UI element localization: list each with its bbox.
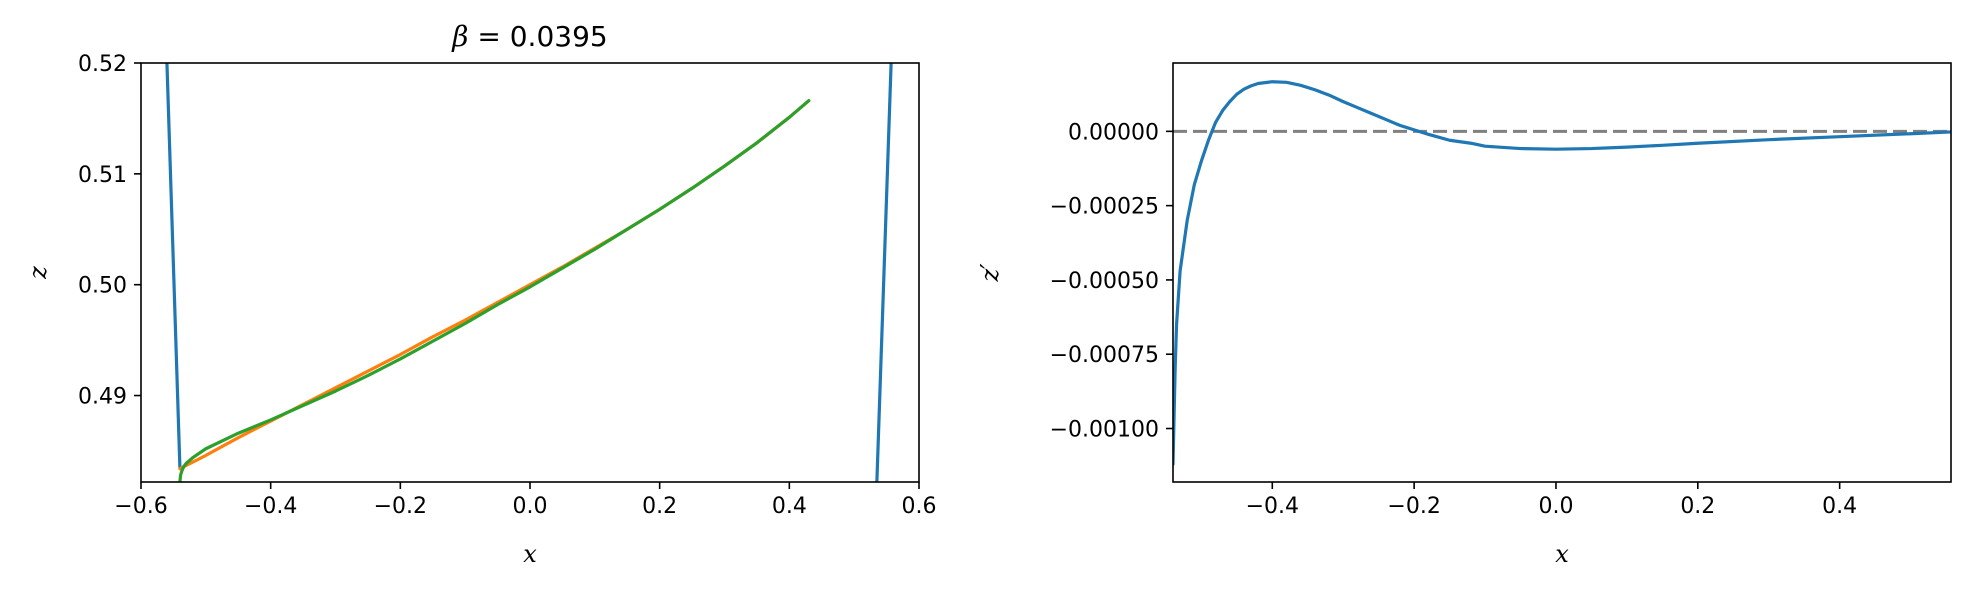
y-tick-label: 0.00000 bbox=[1068, 120, 1159, 145]
y-tick-label: −0.00025 bbox=[1050, 195, 1159, 220]
left-plot-panel: −0.6 −0.4 −0.2 0.0 0.2 0.4 0.6 0.49 0.50 0.51 0.52… bbox=[24, 20, 937, 568]
plot-area bbox=[165, 63, 893, 482]
title-value: = 0.0395 bbox=[468, 20, 607, 53]
y-tick-label: −0.00100 bbox=[1050, 418, 1159, 443]
axes-frame bbox=[1172, 62, 1952, 483]
series-0-line bbox=[1173, 80, 1951, 466]
right-plot-panel: −0.4 −0.2 0.0 0.2 0.4 0.00000 −0.00025 −0.00050… bbox=[976, 62, 1952, 568]
series-2-line bbox=[178, 99, 811, 482]
x-tick-label: 0.6 bbox=[902, 494, 937, 519]
y-tick-label: −0.00050 bbox=[1050, 269, 1159, 294]
x-axis-label: x bbox=[1555, 540, 1569, 568]
x-tick-label: −0.2 bbox=[1387, 494, 1440, 519]
y-axis-label: z′ bbox=[976, 263, 1004, 283]
axes-frame bbox=[140, 62, 920, 483]
y-tick-label: 0.51 bbox=[78, 163, 127, 188]
plot-area bbox=[1173, 80, 1951, 466]
y-tick-label: 0.49 bbox=[78, 385, 127, 410]
x-tick-label: 0.2 bbox=[1680, 494, 1715, 519]
x-tick-label: 0.2 bbox=[642, 494, 677, 519]
series-1-line bbox=[178, 99, 811, 471]
x-tick-label: −0.6 bbox=[114, 494, 167, 519]
title-beta-symbol: β bbox=[451, 20, 468, 53]
y-tick-label: −0.00075 bbox=[1050, 343, 1159, 368]
x-tick-label: 0.0 bbox=[1538, 494, 1573, 519]
x-tick-label: −0.4 bbox=[1246, 494, 1299, 519]
series-0-segment-1 bbox=[875, 63, 893, 482]
y-tick-label: 0.50 bbox=[78, 274, 127, 299]
x-tick-label: 0.4 bbox=[1822, 494, 1857, 519]
series-0-segment-0 bbox=[165, 63, 182, 468]
y-axis-label: z bbox=[24, 266, 52, 280]
y-tick-label: 0.52 bbox=[78, 52, 127, 77]
chart-title: β = 0.0395 bbox=[451, 20, 607, 53]
x-tick-label: −0.4 bbox=[244, 494, 297, 519]
x-tick-label: −0.2 bbox=[374, 494, 427, 519]
x-axis-label: x bbox=[523, 540, 537, 568]
x-tick-label: 0.4 bbox=[772, 494, 807, 519]
x-tick-label: 0.0 bbox=[513, 494, 548, 519]
